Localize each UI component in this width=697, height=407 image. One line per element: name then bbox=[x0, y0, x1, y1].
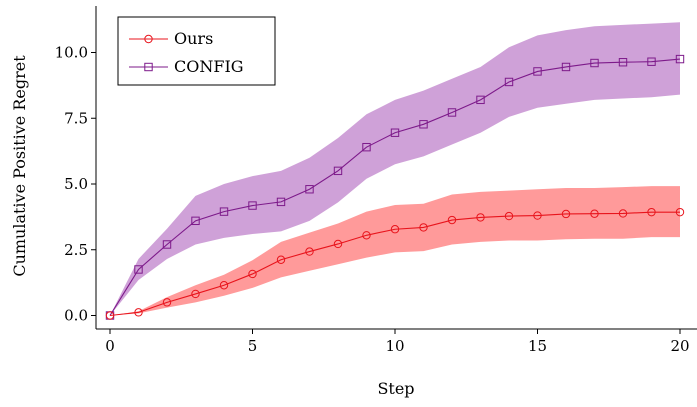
y-axis-label: Cumulative Positive Regret bbox=[10, 55, 29, 277]
line-config bbox=[109, 58, 681, 316]
marker-config bbox=[647, 57, 656, 66]
axes bbox=[95, 6, 697, 330]
marker-config bbox=[590, 58, 599, 68]
marker-config bbox=[162, 240, 172, 249]
marker-config bbox=[504, 77, 514, 87]
marker-config bbox=[276, 197, 286, 207]
marker-config bbox=[447, 108, 457, 117]
marker-config bbox=[533, 67, 542, 76]
x-tick-label: 10 bbox=[385, 337, 404, 355]
legend-marker-config bbox=[144, 62, 153, 72]
marker-config bbox=[476, 95, 485, 105]
marker-ours bbox=[333, 239, 343, 249]
marker-ours bbox=[419, 223, 428, 232]
line-ours bbox=[109, 211, 680, 317]
marker-config bbox=[191, 216, 200, 226]
x-tick-label: 5 bbox=[248, 337, 258, 355]
y-tick-label: 10.0 bbox=[55, 44, 88, 62]
ticks: 0 5 10 15 20 0.0 2.5 5.0 7.5 10.0 bbox=[55, 44, 690, 356]
marker-config bbox=[248, 201, 257, 210]
marker-config bbox=[219, 207, 229, 216]
x-tick-label: 20 bbox=[670, 337, 689, 355]
marker-config bbox=[419, 120, 428, 129]
marker-ours bbox=[647, 207, 656, 217]
marker-ours bbox=[134, 308, 143, 317]
legend-box bbox=[117, 16, 276, 86]
y-tick-label: 7.5 bbox=[64, 109, 88, 127]
marker-config bbox=[333, 166, 343, 176]
band-config bbox=[110, 22, 680, 316]
marker-ours bbox=[590, 209, 599, 218]
marker-ours bbox=[248, 269, 257, 279]
marker-ours bbox=[162, 298, 172, 307]
marker-ours bbox=[390, 225, 400, 234]
marker-config bbox=[362, 142, 371, 152]
x-tick-label: 0 bbox=[105, 337, 115, 355]
marker-config bbox=[305, 185, 314, 194]
x-axis-label: Step bbox=[377, 379, 414, 398]
legend-label-config: CONFIG bbox=[174, 57, 244, 76]
series-lines bbox=[109, 58, 681, 317]
marker-ours bbox=[618, 209, 628, 218]
marker-ours bbox=[276, 255, 286, 264]
marker-ours bbox=[504, 211, 514, 221]
marker-ours bbox=[675, 207, 685, 217]
marker-ours bbox=[561, 209, 571, 219]
y-tick-label: 5.0 bbox=[64, 175, 88, 193]
marker-config bbox=[618, 58, 628, 67]
marker-ours bbox=[476, 213, 485, 222]
confidence-bands bbox=[110, 22, 680, 316]
series-markers bbox=[105, 54, 685, 320]
marker-ours bbox=[191, 289, 200, 299]
marker-ours bbox=[219, 281, 229, 290]
legend-marker-ours bbox=[144, 34, 153, 44]
marker-ours bbox=[447, 215, 457, 225]
marker-ours bbox=[105, 311, 115, 320]
marker-ours bbox=[305, 247, 314, 256]
marker-ours bbox=[533, 211, 542, 220]
y-tick-label: 2.5 bbox=[64, 241, 88, 259]
marker-config bbox=[390, 128, 400, 137]
marker-config bbox=[675, 54, 685, 64]
band-ours bbox=[110, 186, 680, 316]
x-tick-label: 15 bbox=[528, 337, 547, 355]
y-tick-label: 0.0 bbox=[64, 307, 88, 325]
marker-config bbox=[134, 265, 143, 274]
legend: Ours CONFIG bbox=[117, 16, 276, 86]
marker-config bbox=[561, 62, 571, 72]
marker-ours bbox=[362, 231, 371, 240]
legend-label-ours: Ours bbox=[174, 29, 213, 48]
